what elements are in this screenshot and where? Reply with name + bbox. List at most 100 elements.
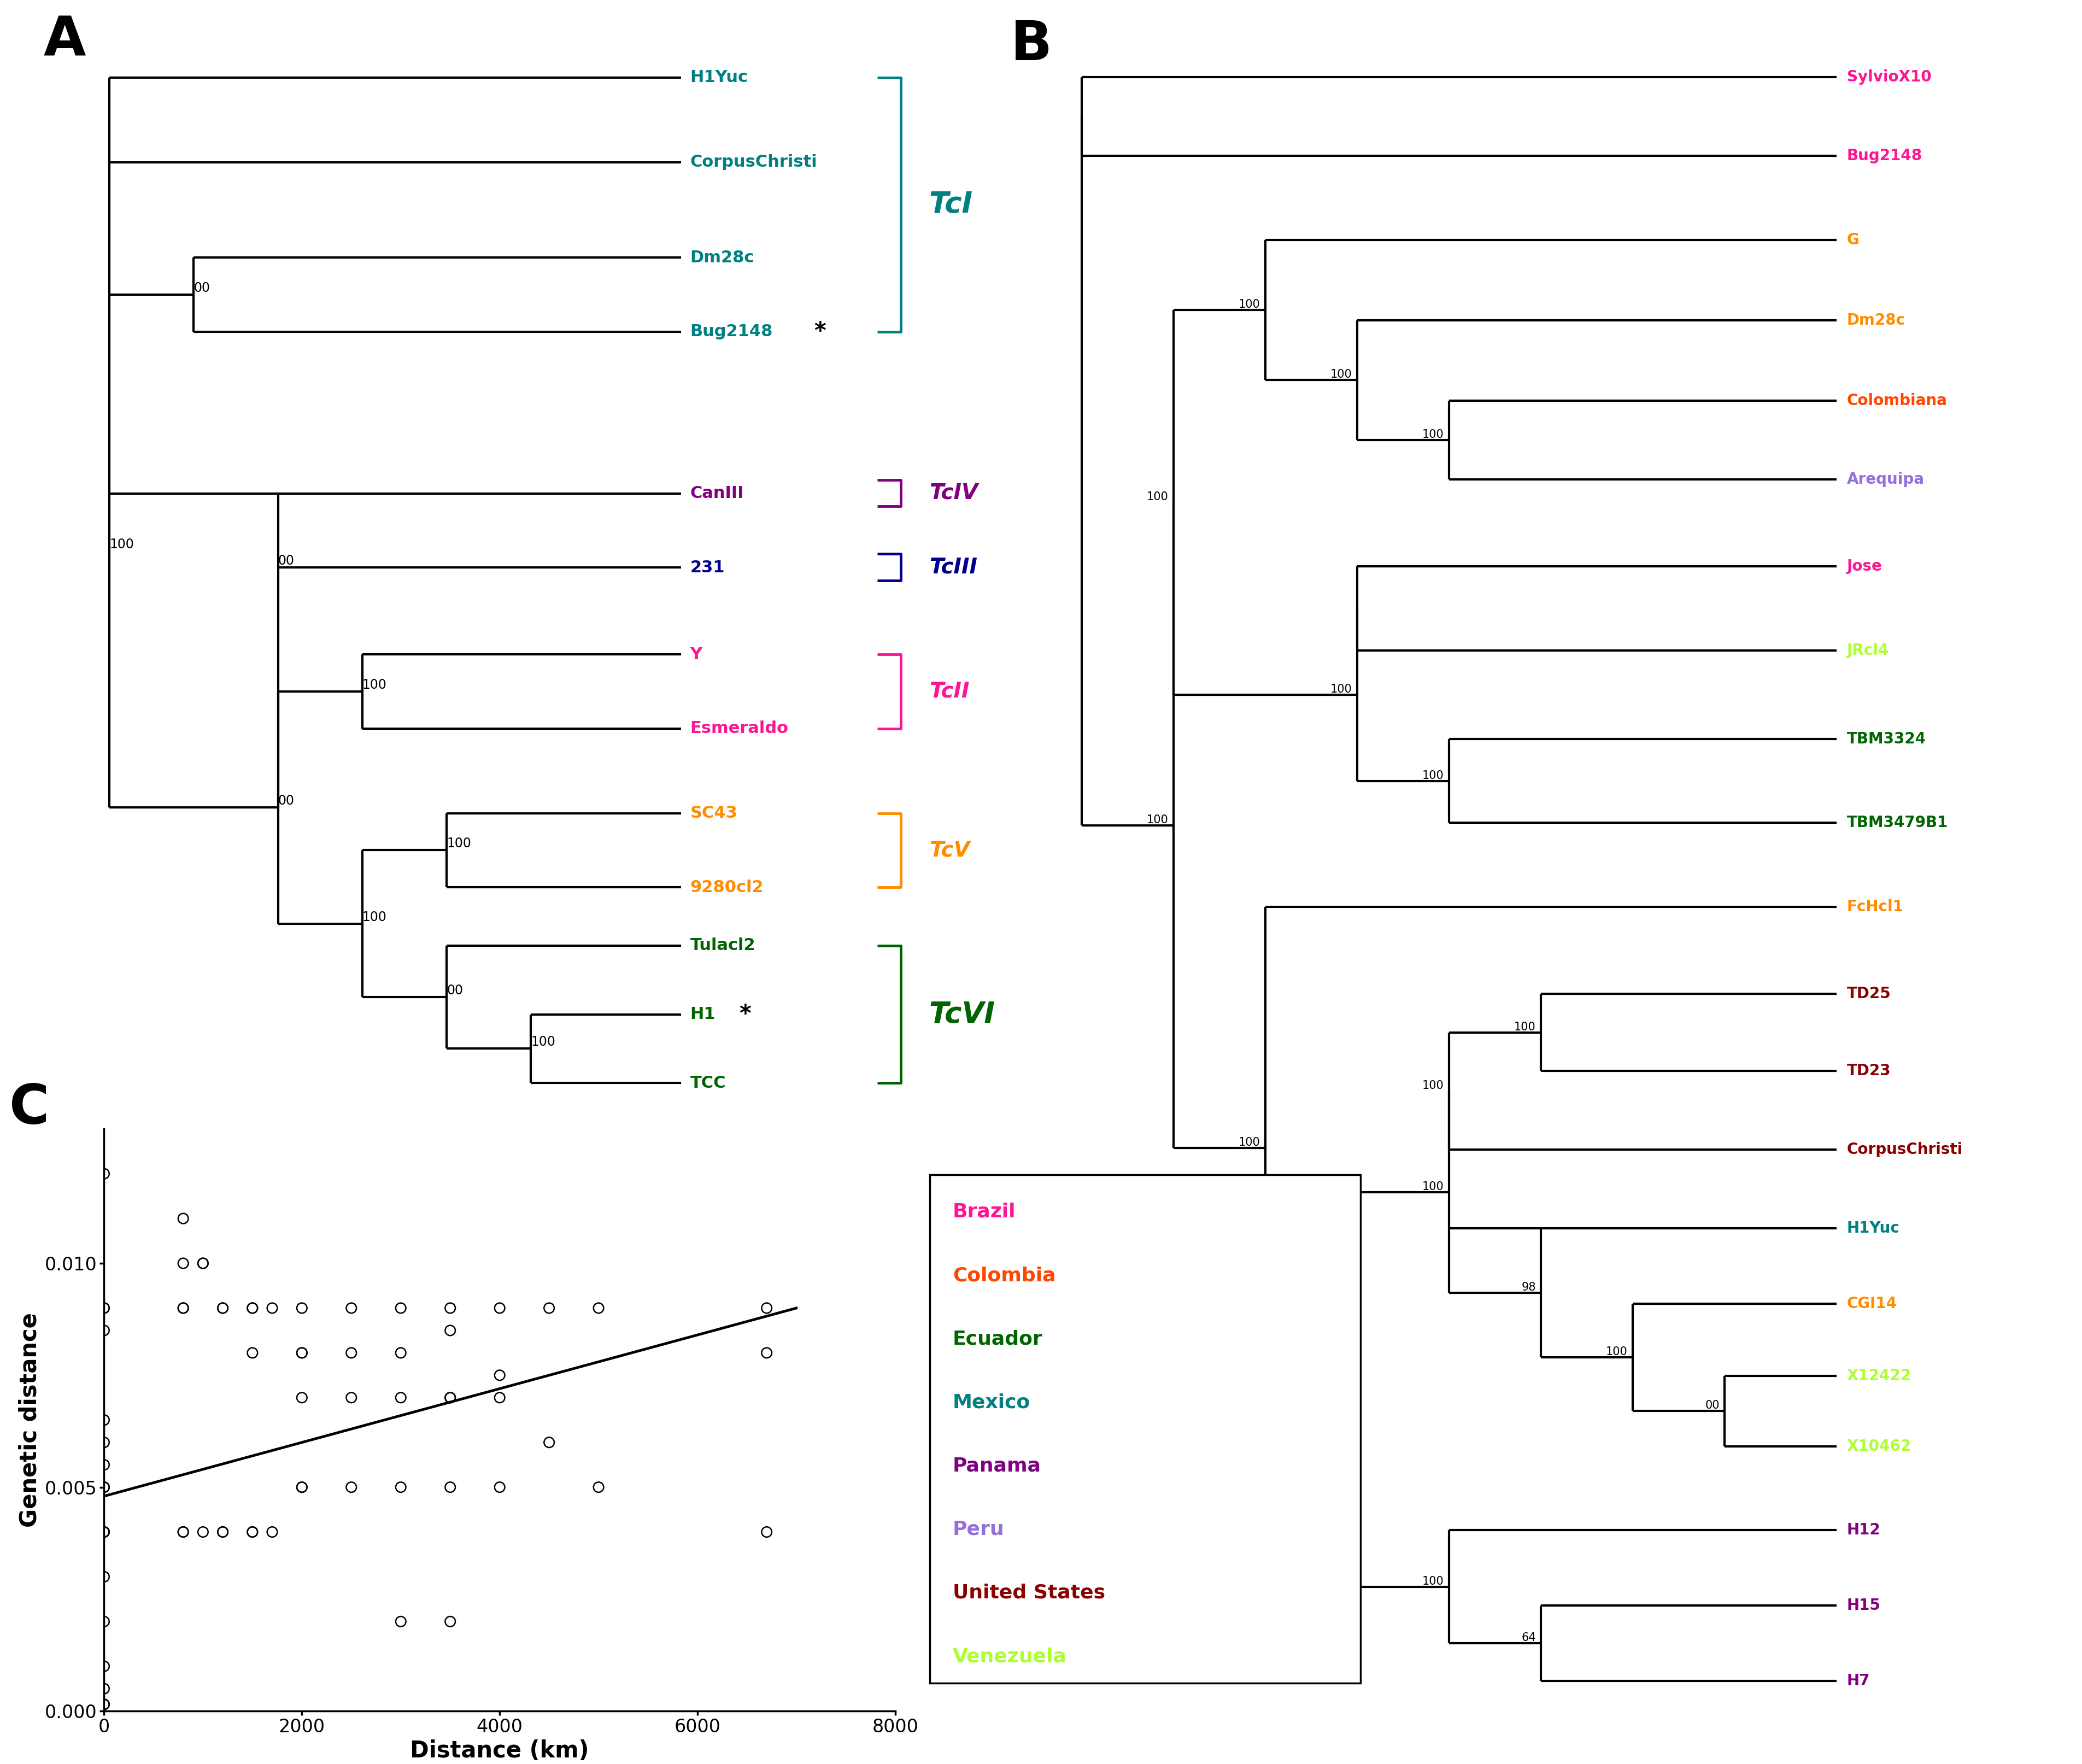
Text: 100: 100: [1422, 1080, 1445, 1090]
Text: TcVI: TcVI: [929, 1000, 995, 1028]
Text: CGI14: CGI14: [1847, 1297, 1897, 1311]
Point: [256, 1517, 289, 1545]
Text: H1Yuc: H1Yuc: [689, 71, 747, 85]
Point: [533, 1295, 566, 1323]
Point: [750, 1339, 783, 1367]
Text: 100: 100: [1514, 1021, 1537, 1032]
Point: [285, 1473, 319, 1501]
Point: [433, 1473, 466, 1501]
Text: CorpusChristi: CorpusChristi: [689, 155, 818, 169]
Point: [87, 1517, 121, 1545]
Point: [167, 1295, 200, 1323]
Text: FcHcl1: FcHcl1: [1847, 900, 1903, 914]
Point: [750, 1295, 783, 1323]
Point: [383, 1607, 416, 1635]
Text: 100: 100: [1330, 1378, 1351, 1390]
Text: 100: 100: [1422, 1182, 1445, 1192]
Text: *: *: [739, 1002, 752, 1027]
Text: Jose: Jose: [1847, 559, 1882, 573]
Point: [87, 1159, 121, 1187]
Point: [167, 1295, 200, 1323]
Point: [187, 1249, 221, 1277]
Text: *: *: [814, 319, 827, 344]
Point: [433, 1316, 466, 1344]
Text: 64: 64: [1522, 1632, 1537, 1644]
Text: 100: 100: [446, 838, 471, 850]
Text: 00: 00: [279, 554, 294, 568]
Point: [167, 1249, 200, 1277]
Text: TCC: TCC: [689, 1076, 727, 1090]
Point: [750, 1517, 783, 1545]
Text: H12: H12: [1847, 1522, 1880, 1538]
Text: TD25: TD25: [1847, 986, 1890, 1002]
Text: Brazil: Brazil: [954, 1203, 1016, 1221]
Text: 00: 00: [1705, 1401, 1720, 1411]
Text: TcIII: TcIII: [929, 557, 976, 577]
Text: 100: 100: [1422, 1575, 1445, 1586]
Text: Ecuador: Ecuador: [954, 1330, 1043, 1348]
Text: Bug2148: Bug2148: [689, 325, 772, 339]
Point: [87, 1607, 121, 1635]
Point: [433, 1295, 466, 1323]
Point: [483, 1383, 516, 1411]
Text: 00: 00: [194, 282, 210, 295]
Text: Panama: Panama: [954, 1457, 1041, 1475]
Text: Mexico: Mexico: [954, 1394, 1031, 1411]
Point: [167, 1205, 200, 1233]
Text: 100: 100: [1422, 429, 1445, 439]
Text: 9280cl2: 9280cl2: [689, 880, 764, 894]
Point: [285, 1473, 319, 1501]
Point: [206, 1295, 239, 1323]
Text: 100: 100: [1239, 298, 1260, 310]
Text: H15: H15: [1847, 1598, 1880, 1612]
Point: [483, 1473, 516, 1501]
Point: [335, 1473, 369, 1501]
Text: X12422: X12422: [1847, 1369, 1911, 1383]
Point: [433, 1607, 466, 1635]
Text: Dm28c: Dm28c: [1847, 312, 1905, 328]
Text: Esmeraldo: Esmeraldo: [689, 721, 789, 736]
Text: TD23: TD23: [1847, 1064, 1890, 1078]
Text: 100: 100: [362, 679, 387, 691]
Point: [383, 1339, 416, 1367]
Text: SylvioX10: SylvioX10: [1847, 69, 1932, 85]
Text: Colombia: Colombia: [954, 1267, 1056, 1284]
Point: [187, 1517, 221, 1545]
Point: [167, 1517, 200, 1545]
Text: 100: 100: [1330, 369, 1351, 379]
Text: 98: 98: [1522, 1282, 1537, 1293]
Text: Y: Y: [689, 647, 702, 661]
Text: Venezuela: Venezuela: [954, 1648, 1066, 1665]
Text: H1: H1: [689, 1007, 716, 1021]
Point: [285, 1339, 319, 1367]
Point: [87, 1316, 121, 1344]
Point: [87, 1429, 121, 1457]
Point: [581, 1473, 616, 1501]
Text: United States: United States: [954, 1584, 1106, 1602]
Point: [167, 1517, 200, 1545]
Text: H1Yuc: H1Yuc: [1847, 1221, 1901, 1237]
Text: Arequipa: Arequipa: [1847, 471, 1924, 487]
Point: [235, 1295, 269, 1323]
Text: TcII: TcII: [929, 681, 970, 702]
Text: 100: 100: [531, 1035, 556, 1048]
Point: [256, 1295, 289, 1323]
Point: [533, 1429, 566, 1457]
Point: [87, 1295, 121, 1323]
Text: B: B: [1010, 18, 1051, 72]
Point: [87, 1517, 121, 1545]
Point: [433, 1383, 466, 1411]
Point: [285, 1339, 319, 1367]
Point: [285, 1295, 319, 1323]
Text: TBM3324: TBM3324: [1847, 732, 1926, 746]
Point: [483, 1295, 516, 1323]
Text: 100: 100: [1422, 771, 1445, 781]
FancyBboxPatch shape: [931, 1175, 1360, 1683]
Point: [206, 1295, 239, 1323]
Point: [235, 1517, 269, 1545]
Point: [87, 1653, 121, 1681]
Point: [383, 1383, 416, 1411]
Point: [87, 1473, 121, 1501]
Point: [335, 1339, 369, 1367]
Point: [335, 1383, 369, 1411]
